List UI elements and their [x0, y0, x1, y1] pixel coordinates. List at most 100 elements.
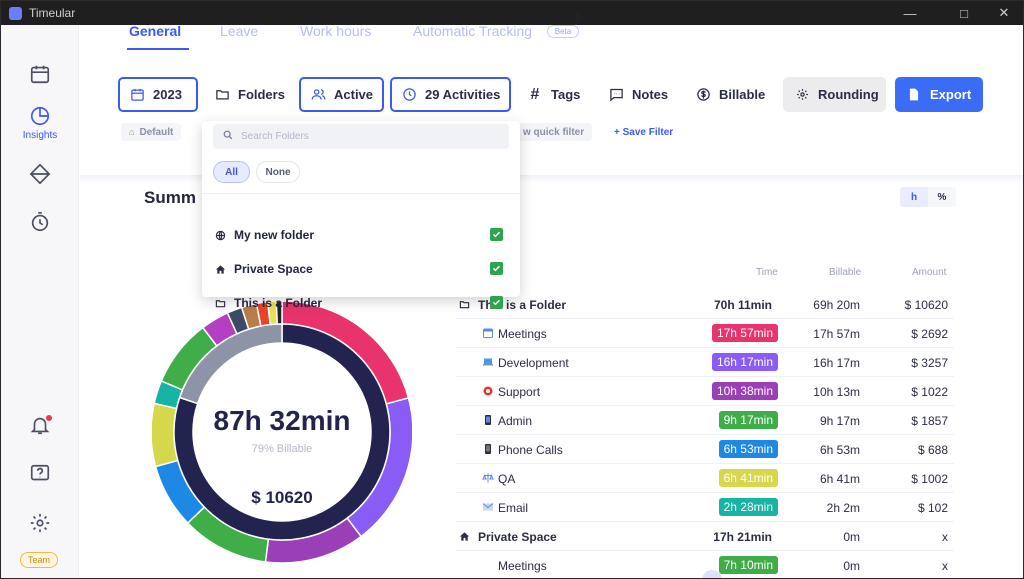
team-badge[interactable]: Team [20, 552, 58, 568]
tags-filter-button[interactable]: # Tags [518, 77, 588, 112]
active-filter-button[interactable]: Active [299, 77, 384, 112]
folder-checkbox[interactable] [490, 262, 503, 275]
time-pill: 17h 57min [711, 324, 778, 342]
tab-bar: General Leave Work hours Automatic Track… [80, 23, 1023, 51]
row-billable: 6h 53m [819, 443, 860, 457]
row-billable: 69h 20m [813, 298, 860, 312]
help-icon [30, 464, 50, 481]
time-pill: 9h 17min [718, 411, 778, 429]
dollar-icon [695, 87, 711, 103]
close-icon[interactable]: ✕ [998, 5, 1010, 20]
row-amount: $ 1002 [911, 472, 948, 486]
rounding-button[interactable]: Rounding [783, 77, 886, 112]
folder-option[interactable]: This is a Folder [214, 293, 510, 313]
section-divider [80, 175, 1023, 183]
activity-row[interactable]: QA 6h 41min 6h 41m $ 1002 [456, 464, 954, 493]
beta-badge: Beta [547, 25, 579, 38]
minimize-icon[interactable]: — [903, 5, 917, 21]
inner-donut-slice[interactable] [178, 323, 283, 405]
default-filter-chip[interactable]: ⌂ Default [121, 123, 182, 141]
home-icon [214, 263, 226, 275]
folder-option[interactable]: My new folder [214, 225, 510, 245]
scales-emoji-icon [482, 472, 494, 484]
home-icon: ⌂ [129, 127, 135, 137]
time-pill: 2h 28min [718, 498, 778, 516]
row-billable: 10h 13m [813, 385, 860, 399]
tab-general[interactable]: General [129, 23, 182, 39]
sidebar-item-insights[interactable]: Insights [1, 105, 79, 141]
export-button[interactable]: Export [895, 77, 983, 112]
year-filter-button[interactable]: 2023 [118, 77, 198, 112]
folders-filter-button[interactable]: Folders [206, 77, 292, 112]
scroll-indicator[interactable] [702, 570, 722, 578]
dropdown-divider [202, 193, 520, 194]
activity-row[interactable]: Meetings 17h 57min 17h 57m $ 2692 [456, 319, 954, 348]
folders-filter-label: Folders [238, 87, 285, 102]
sidebar-item-help[interactable] [1, 463, 79, 485]
sidebar-item-timer[interactable] [1, 211, 79, 233]
timer-icon [31, 212, 49, 232]
donut-hole [194, 344, 370, 520]
folder-group-row[interactable]: This is a Folder 70h 11min 69h 20m $ 10620 [456, 290, 954, 319]
row-name: Phone Calls [498, 443, 563, 457]
row-amount: $ 10620 [904, 298, 948, 312]
sidebar-item-notifications[interactable] [1, 414, 79, 436]
tab-leave[interactable]: Leave [220, 23, 259, 39]
default-filter-label: Default [139, 126, 174, 138]
folder-search-box[interactable] [213, 124, 509, 149]
row-billable: 6h 41m [819, 472, 860, 486]
folder-option[interactable]: Private Space [214, 259, 510, 279]
gear-icon [30, 513, 50, 533]
select-all-button[interactable]: All [213, 161, 250, 183]
export-label: Export [930, 87, 972, 102]
folder-search-input[interactable] [241, 131, 481, 142]
folder-checkbox[interactable] [490, 228, 503, 241]
folder-option-label: This is a Folder [234, 296, 323, 310]
hashtag-icon: # [530, 85, 540, 103]
folder-group-row[interactable]: Private Space 17h 21min 0m x [456, 522, 954, 551]
activity-row[interactable]: Phone Calls 6h 53min 6h 53m $ 688 [456, 435, 954, 464]
time-pill: 10h 38min [711, 382, 778, 400]
time-pill: 6h 41min [718, 469, 778, 487]
billable-percent: 79% Billable [251, 443, 313, 455]
select-none-button[interactable]: None [256, 161, 300, 183]
tab-work-hours[interactable]: Work hours [300, 23, 372, 39]
row-amount: $ 3257 [911, 356, 948, 370]
tab-automatic-tracking[interactable]: Automatic Tracking [413, 23, 533, 39]
billable-filter-button[interactable]: Billable [686, 77, 770, 112]
activity-row[interactable]: Meetings 7h 10min 0m x [456, 551, 954, 578]
activities-filter-button[interactable]: 29 Activities [390, 77, 511, 112]
lifebuoy-emoji-icon [482, 385, 494, 397]
inner-donut-slice[interactable] [173, 323, 391, 541]
unit-toggle-hours[interactable]: h [900, 187, 928, 207]
sidebar-item-settings[interactable] [1, 512, 79, 534]
maximize-icon[interactable]: □ [960, 5, 968, 21]
row-name: QA [498, 472, 516, 486]
active-tab-indicator [127, 48, 189, 50]
row-name: Support [498, 385, 541, 399]
row-amount: $ 102 [917, 501, 948, 515]
sidebar-item-tracker[interactable] [1, 163, 79, 185]
folder-checkbox[interactable] [490, 296, 503, 309]
row-time: 70h 11min [713, 298, 772, 312]
activity-row[interactable]: Email 2h 28min 2h 2m $ 102 [456, 493, 954, 522]
activity-row[interactable]: Development 16h 17min 16h 17m $ 3257 [456, 348, 954, 377]
billable-column-header: Billable [829, 267, 862, 278]
mobile-emoji-icon [482, 443, 494, 455]
activities-filter-label: 29 Activities [425, 87, 501, 102]
summary-title: Summ [144, 188, 196, 207]
activity-row[interactable]: Support 10h 38min 10h 13m $ 1022 [456, 377, 954, 406]
row-name: Meetings [498, 559, 547, 573]
notes-filter-button[interactable]: Notes [599, 77, 674, 112]
row-billable: 17h 57m [813, 327, 860, 341]
activity-row[interactable]: Admin 9h 17min 9h 17m $ 1857 [456, 406, 954, 435]
save-filter-button[interactable]: + Save Filter [614, 126, 674, 138]
unit-toggle-percent[interactable]: % [928, 187, 956, 207]
row-billable: 9h 17m [819, 414, 860, 428]
globe-icon [214, 229, 226, 241]
mouse-cursor-icon [576, 12, 582, 24]
calendar-emoji-icon [482, 327, 494, 339]
folder-icon [214, 87, 230, 103]
quick-filter-chip[interactable]: w quick filter [515, 123, 593, 141]
sidebar-item-calendar[interactable] [1, 63, 79, 85]
